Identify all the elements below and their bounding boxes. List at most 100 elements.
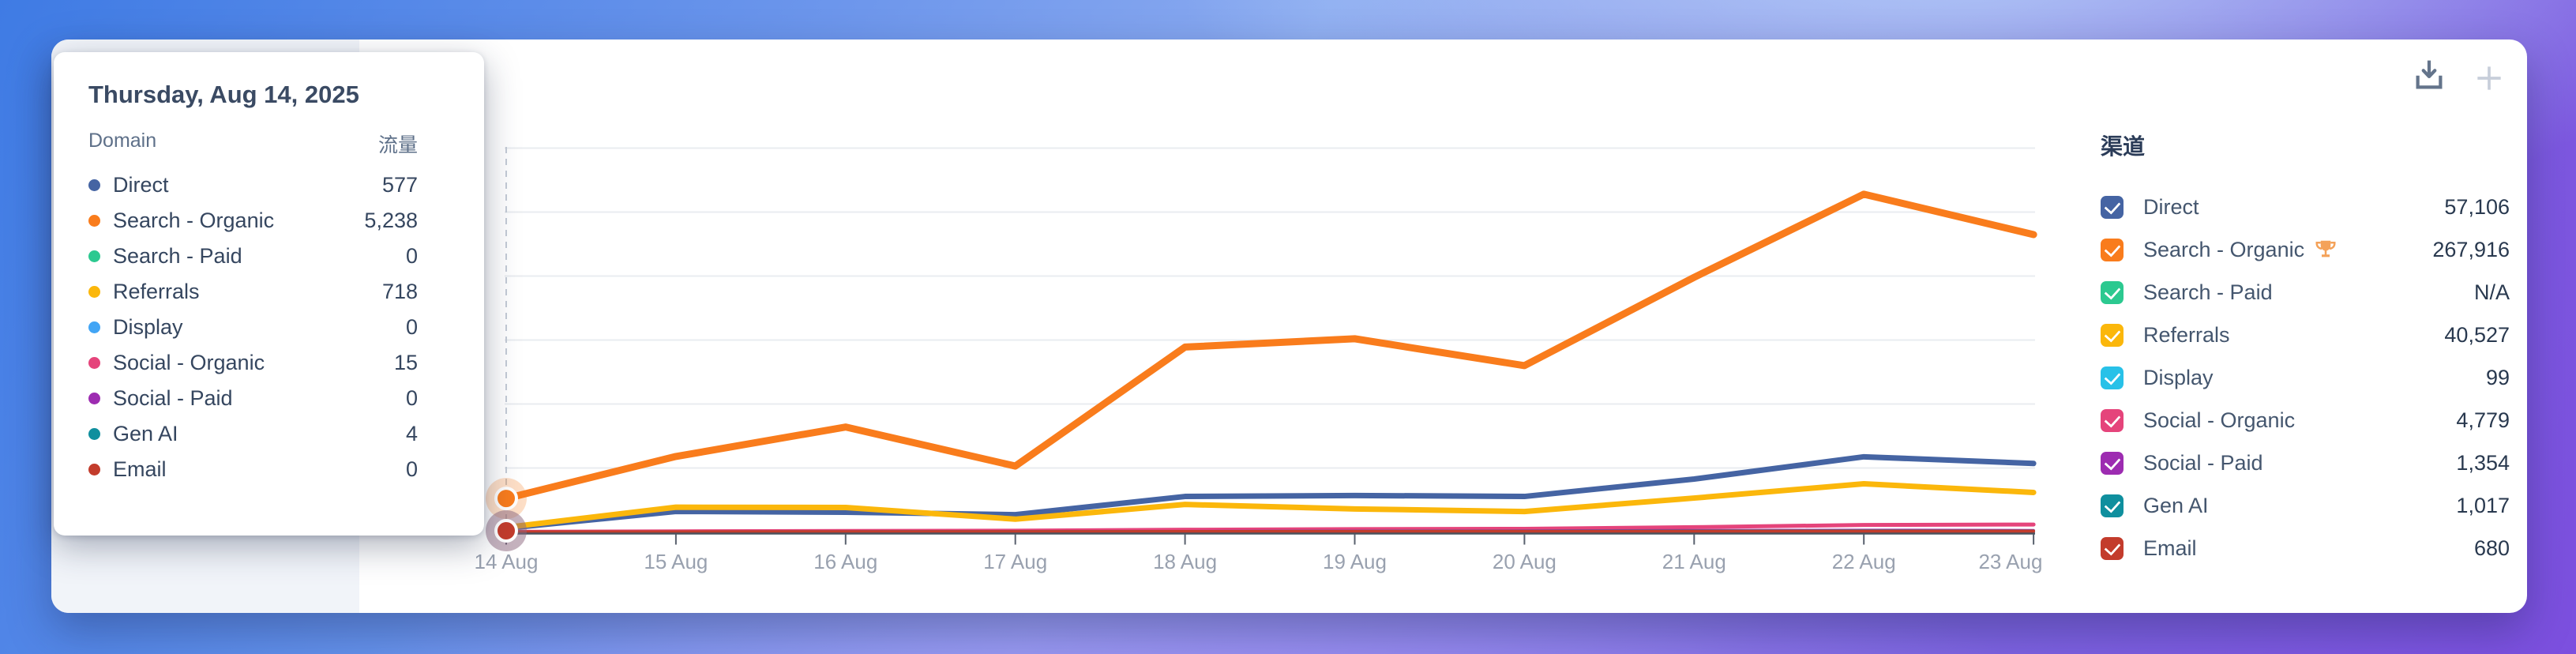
tooltip-title: Thursday, Aug 14, 2025 [88,81,359,108]
legend-row-value: 57,106 [2444,194,2510,219]
legend-row-value: 267,916 [2432,237,2510,261]
legend-row-value: 1,354 [2456,450,2510,475]
tooltip-row: Social - Organic 15 [88,345,418,381]
series-lines [502,190,2037,534]
legend-checkbox[interactable] [2101,323,2124,347]
x-axis-label: 21 Aug [1662,550,1726,573]
series-dot [88,464,100,475]
legend-row[interactable]: Social - Organic 4,779 [2101,399,2510,442]
tooltip-row-label: Email [113,457,167,481]
legend-row-value: 4,779 [2456,408,2510,432]
add-button[interactable] [2470,60,2508,98]
tooltip-row-label: Display [113,315,183,339]
download-button[interactable] [2410,57,2448,95]
x-axis-label: 17 Aug [983,550,1048,573]
tooltip-row: Display 0 [88,310,418,345]
legend-checkbox[interactable] [2101,238,2124,261]
legend-row[interactable]: Email 680 [2101,527,2510,569]
series-dot [88,393,100,404]
x-axis-label: 16 Aug [813,550,878,573]
plus-icon [2472,66,2507,98]
series-dot [88,428,100,440]
tooltip-row-label: Social - Paid [113,386,233,410]
legend-checkbox[interactable] [2101,280,2124,304]
legend-row-label: Referrals [2143,322,2230,347]
legend-row-label: Display [2143,365,2214,389]
tooltip-row: Search - Organic 5,238 [88,203,418,239]
legend-row-value: 40,527 [2444,322,2510,347]
legend-checkbox[interactable] [2101,536,2124,560]
legend-row[interactable]: Direct 57,106 [2101,186,2510,228]
tooltip-row-value: 577 [381,173,418,197]
legend-row[interactable]: Search - Paid N/A [2101,271,2510,314]
tooltip-row-value: 0 [405,315,418,339]
tooltip-row: Gen AI 4 [88,416,418,452]
legend-checkbox[interactable] [2101,451,2124,475]
download-icon [2411,60,2447,96]
tooltip-rows: Direct 577 Search - Organic 5,238 Search… [88,167,418,487]
legend-row-value: 680 [2473,536,2510,560]
series-dot [88,286,100,298]
x-axis-label: 23 Aug [1978,550,2043,573]
tooltip-col-domain: Domain [88,130,157,152]
x-axis-label: 19 Aug [1323,550,1387,573]
legend-row-label: Direct [2143,194,2199,219]
legend-checkbox[interactable] [2101,494,2124,517]
series-dot [88,321,100,333]
legend-row[interactable]: Referrals 40,527 [2101,314,2510,356]
tooltip-row: Search - Paid 0 [88,239,418,274]
tooltip-row-value: 0 [405,244,418,268]
tooltip-row: Referrals 718 [88,274,418,310]
legend-row[interactable]: Gen AI 1,017 [2101,484,2510,527]
hover-markers [486,478,527,551]
legend-title: 渠道 [2101,134,2146,159]
tooltip-row: Direct 577 [88,167,418,203]
trophy-icon [2314,238,2338,261]
tooltip-row-value: 0 [405,457,418,481]
legend-rows: Direct 57,106 Search - Organic [2101,186,2510,569]
legend-row[interactable]: Search - Organic 267,916 [2101,228,2510,271]
legend-checkbox[interactable] [2101,408,2124,432]
legend-row-label: Social - Paid [2143,450,2263,475]
series-dot [88,215,100,227]
legend-row[interactable]: Display 99 [2101,356,2510,399]
legend-row-value: 1,017 [2456,493,2510,517]
x-axis [505,532,2035,545]
tooltip-col-traffic: 流量 [377,134,418,156]
tooltip-row-value: 718 [381,280,418,303]
tooltip-row-label: Direct [113,173,169,197]
legend-row-label: Email [2143,536,2197,560]
legend-checkbox[interactable] [2101,195,2124,219]
tooltip-row-value: 15 [393,351,418,374]
chart-tooltip: Thursday, Aug 14, 2025 Domain 流量 Direct … [54,52,484,536]
x-axis-label: 15 Aug [644,550,708,573]
legend-row-value: 99 [2485,365,2510,389]
legend-panel: 渠道 Direct 57,106 Search - Organic [2101,130,2510,569]
tooltip-row-label: Search - Paid [113,244,242,268]
tooltip-row-label: Social - Organic [113,351,265,374]
series-dot [88,357,100,369]
legend-checkbox[interactable] [2101,366,2124,389]
tooltip-row-value: 0 [405,386,418,410]
tooltip-row-value: 4 [405,422,418,445]
legend-row-label: Search - Organic [2143,237,2305,261]
x-axis-label: 22 Aug [1831,550,1896,573]
legend-row-label: Social - Organic [2143,408,2296,432]
tooltip-row-label: Gen AI [113,422,178,445]
tooltip-row-label: Referrals [113,280,200,303]
legend-row[interactable]: Social - Paid 1,354 [2101,442,2510,484]
series-dot [88,250,100,262]
tooltip-row: Social - Paid 0 [88,381,418,416]
legend-row-label: Gen AI [2143,493,2209,517]
x-axis-label: 18 Aug [1153,550,1218,573]
legend-row-value: N/A [2473,280,2510,304]
x-axis-label: 20 Aug [1492,550,1556,573]
tooltip-row-label: Search - Organic [113,209,275,232]
gridlines [505,147,2035,469]
x-axis-label: 14 Aug [474,550,539,573]
legend-row-label: Search - Paid [2143,280,2273,304]
tooltip-header: Domain 流量 [88,130,418,158]
series-dot [88,179,100,191]
